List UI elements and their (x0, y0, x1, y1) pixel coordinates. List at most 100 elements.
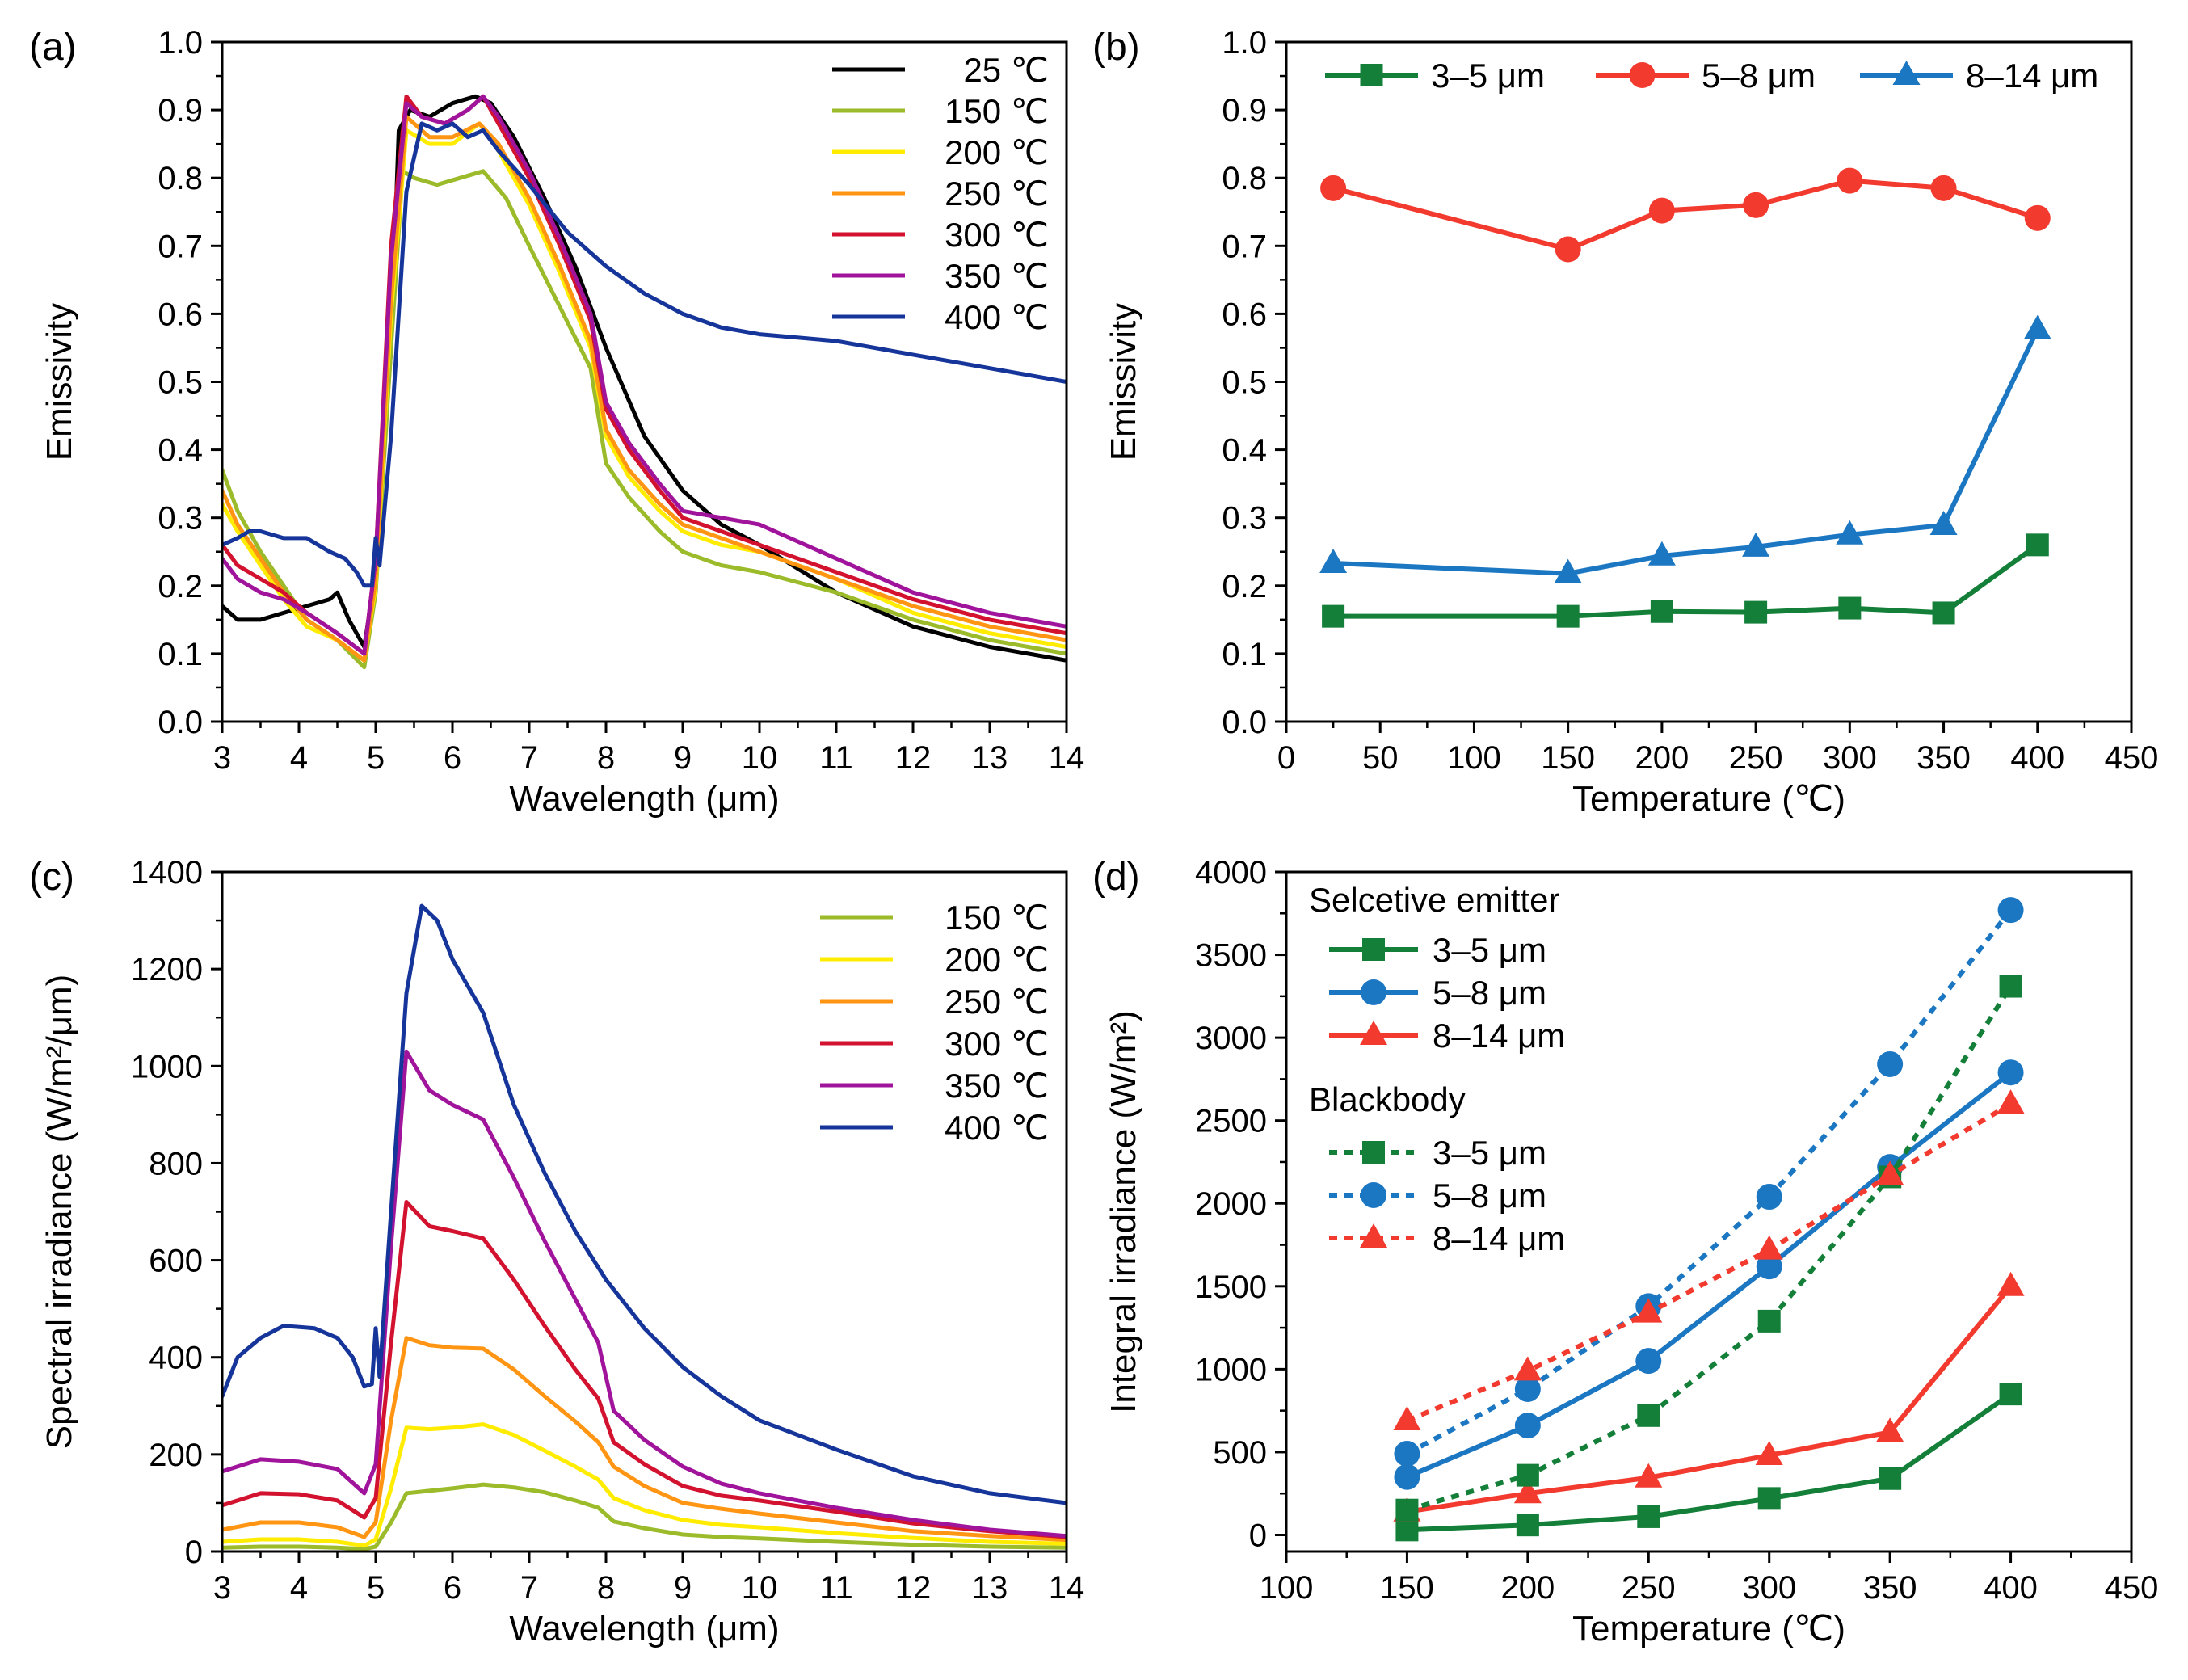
series-line (1406, 1101, 2013, 1423)
x-tick-label: 11 (819, 1570, 853, 1606)
y-tick-label: 1000 (131, 1049, 203, 1084)
data-point (1650, 600, 1673, 623)
y-tick-label: 1.0 (158, 25, 203, 61)
data-point (1999, 975, 2022, 998)
y-tick-label: 0.9 (158, 93, 203, 128)
data-point (1513, 1356, 1542, 1381)
y-tick-label: 500 (1213, 1435, 1267, 1471)
y-tick-label: 0.5 (158, 365, 203, 401)
y-tick-label: 400 (149, 1341, 203, 1376)
series-line-400C (222, 903, 1067, 1505)
legend-label: 8–14 μm (1433, 1017, 1565, 1055)
data-point (1647, 541, 1676, 566)
x-tick-label: 8 (597, 1570, 615, 1606)
y-tick-label: 0.0 (1222, 705, 1267, 740)
legend-label: 400 ℃ (945, 298, 1049, 336)
x-tick-label: 10 (742, 740, 778, 776)
y-tick-label: 0.3 (158, 501, 203, 537)
x-tick-label: 3 (213, 1570, 231, 1606)
series-line-400C (222, 121, 1067, 588)
data-point (1743, 192, 1769, 218)
data-point (1838, 596, 1862, 620)
series-line (1407, 1392, 2013, 1533)
data-point (1556, 604, 1580, 628)
panel-label: (b) (1092, 26, 1140, 69)
data-point (1757, 1487, 1781, 1510)
y-tick-label: 1.0 (1222, 25, 1267, 61)
legend-marker (1629, 62, 1656, 88)
x-axis-title: Temperature (℃) (1572, 1609, 1845, 1648)
data-point (1744, 600, 1768, 624)
legend-label: 350 ℃ (945, 257, 1049, 295)
data-point (1999, 1383, 2022, 1406)
data-point (1929, 510, 1958, 535)
series-group (222, 903, 1067, 1552)
data-point (2023, 314, 2051, 339)
data-point (1876, 1417, 1904, 1442)
legend-label: 200 ℃ (945, 941, 1049, 979)
y-tick-label: 0.4 (158, 433, 203, 469)
x-tick-label: 12 (895, 1570, 932, 1606)
series-line-350C (222, 1049, 1067, 1539)
legend-label: 3–5 μm (1433, 931, 1546, 969)
data-point (1876, 1160, 1904, 1185)
x-tick-label: 4 (290, 1570, 308, 1606)
y-tick-label: 0.9 (1222, 93, 1267, 128)
legend-label: 150 ℃ (945, 92, 1049, 130)
data-point (1516, 1514, 1539, 1537)
y-tick-label: 0.0 (158, 705, 203, 740)
y-axis-title: Spectral irradiance (W/m²/μm) (40, 975, 79, 1450)
y-tick-label: 3500 (1195, 938, 1267, 974)
data-point (1837, 167, 1863, 194)
x-tick-label: 12 (895, 740, 932, 776)
x-tick-label: 350 (1917, 740, 1971, 776)
legend-label: 150 ℃ (945, 899, 1049, 937)
x-tick-label: 7 (520, 740, 538, 776)
x-axis-title: Wavelength (μm) (509, 779, 779, 819)
data-point (1635, 1348, 1662, 1375)
y-tick-label: 200 (149, 1438, 203, 1473)
x-tick-label: 13 (972, 1570, 1008, 1606)
x-tick-label: 6 (444, 740, 461, 776)
data-point (1635, 1298, 1663, 1323)
data-point (1637, 1404, 1660, 1427)
data-point (1635, 1463, 1663, 1488)
x-tick-label: 50 (1362, 740, 1399, 776)
series-line (1406, 1284, 2013, 1514)
x-tick-label: 200 (1500, 1570, 1555, 1606)
legend-label: 8–14 μm (1433, 1219, 1565, 1257)
legend-label: 250 ℃ (945, 983, 1049, 1021)
data-point (1554, 558, 1582, 583)
y-tick-label: 1400 (131, 855, 203, 891)
y-tick-label: 1000 (1195, 1352, 1267, 1387)
data-point (1879, 1467, 1902, 1490)
x-tick-label: 6 (444, 1570, 461, 1606)
data-point (1932, 601, 1955, 625)
legend-label: 400 ℃ (945, 1109, 1049, 1147)
x-tick-label: 350 (1863, 1570, 1917, 1606)
series-line-200C (222, 1422, 1067, 1548)
legend-marker (1362, 938, 1385, 961)
y-tick-label: 3000 (1195, 1021, 1267, 1056)
data-point (1637, 1505, 1660, 1528)
data-point (1836, 520, 1864, 545)
series-line-150C (222, 1482, 1067, 1552)
x-tick-label: 400 (1984, 1570, 2038, 1606)
data-point (1514, 1375, 1541, 1402)
x-tick-label: 7 (520, 1570, 538, 1606)
legend-label: 8–14 μm (1966, 57, 2098, 95)
y-axis-title: Emissivity (1104, 303, 1143, 461)
y-tick-label: 0.7 (158, 229, 203, 264)
x-tick-label: 5 (367, 740, 385, 776)
data-point (1756, 1253, 1782, 1280)
legend-marker (1360, 64, 1383, 86)
y-tick-label: 0 (185, 1535, 203, 1570)
data-point (1393, 1405, 1421, 1430)
x-tick-label: 450 (2105, 740, 2159, 776)
x-tick-label: 150 (1541, 740, 1595, 776)
legend-label: 250 ℃ (945, 175, 1049, 213)
x-tick-label: 3 (213, 740, 231, 776)
data-point (1516, 1463, 1539, 1487)
legend-marker (1362, 1141, 1385, 1164)
x-tick-label: 250 (1729, 740, 1783, 776)
